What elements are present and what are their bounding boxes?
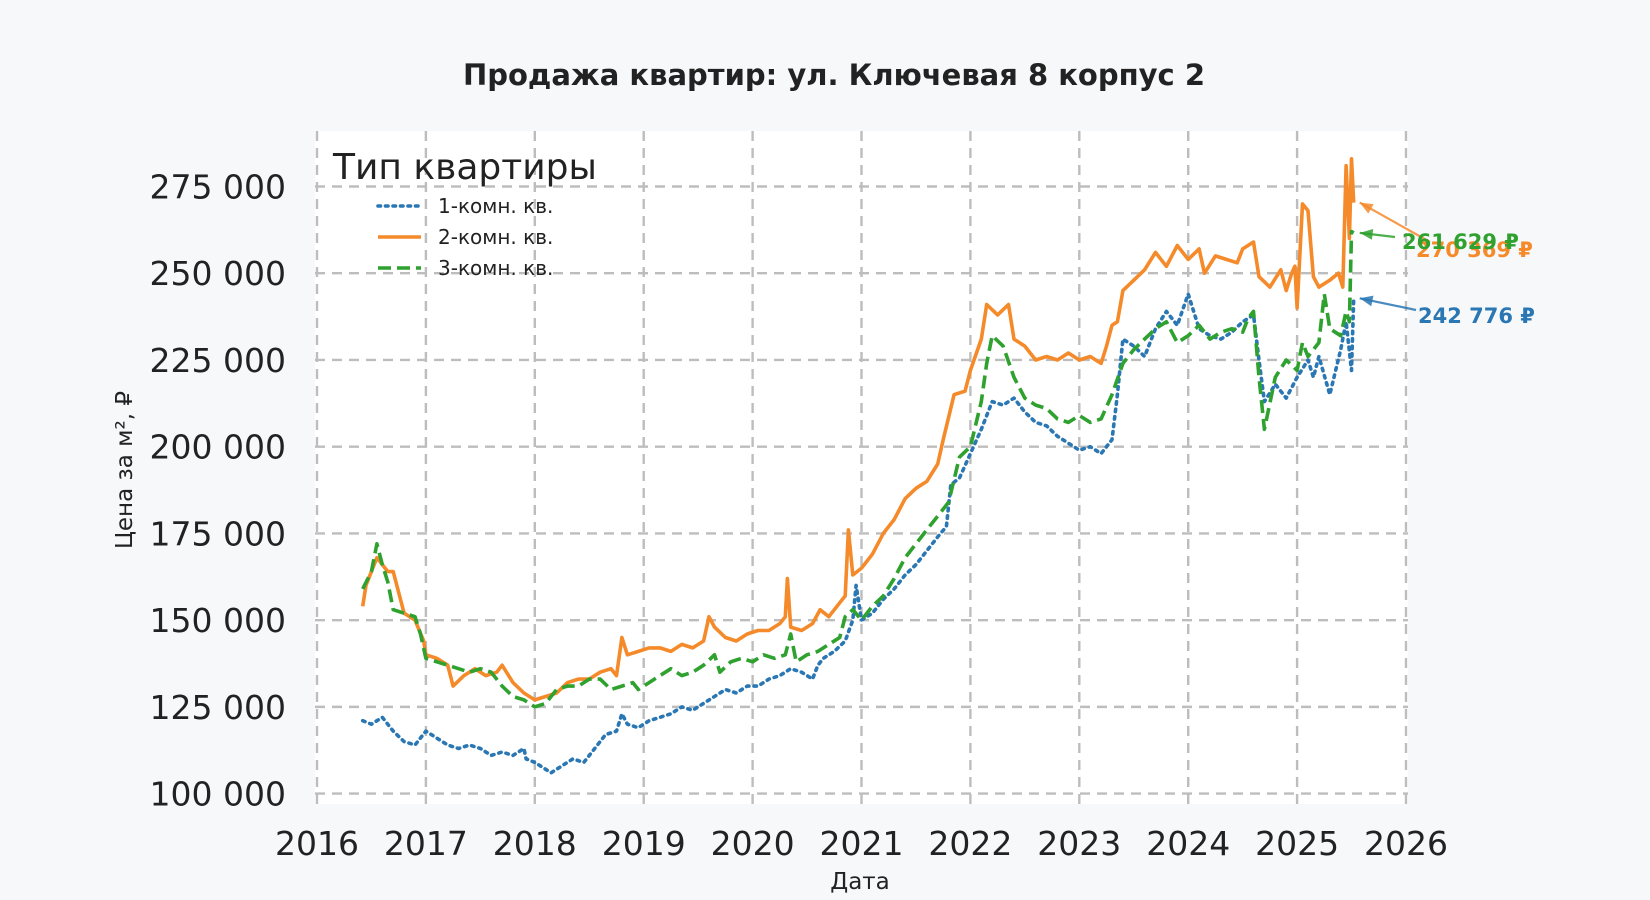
x-tick-label: 2024	[1146, 824, 1230, 863]
grid	[315, 131, 1408, 804]
legend-label-1: 1-комн. кв.	[438, 194, 553, 218]
end-arrowhead-2	[1359, 202, 1374, 214]
legend-label-3: 3-комн. кв.	[438, 256, 553, 280]
legend-title: Тип квартиры	[332, 147, 597, 188]
y-tick-label: 225 000	[150, 341, 286, 380]
x-tick-labels: 2016 2017 2018 2019 2020 2021 2022 2023 2024 2025…	[275, 824, 1448, 863]
plot-area	[315, 131, 1408, 804]
x-tick-label: 2020	[711, 824, 795, 863]
end-value-label-3: 261 629 ₽	[1402, 230, 1519, 254]
chart-title: Продажа квартир: ул. Ключевая 8 корпус 2	[463, 58, 1205, 92]
y-tick-label: 125 000	[150, 688, 286, 727]
end-arrow-2	[1359, 201, 1431, 243]
series-line-2	[360, 157, 1356, 702]
x-tick-label: 2022	[928, 824, 1012, 863]
legend: Тип квартиры 1-комн. кв. 2-комн. кв. 3-ком…	[332, 147, 597, 280]
legend-label-2: 2-комн. кв.	[438, 225, 553, 249]
x-tick-label: 2026	[1364, 824, 1448, 863]
x-tick-label: 2023	[1037, 824, 1121, 863]
y-tick-label: 200 000	[150, 428, 286, 467]
x-tick-label: 2017	[384, 824, 468, 863]
end-arrowhead-1	[1359, 295, 1374, 307]
y-tick-label: 150 000	[150, 601, 286, 640]
series-line-1	[360, 292, 1356, 775]
y-tick-labels: 100 000 125 000 150 000 175 000 200 000 225 0…	[150, 168, 286, 814]
x-tick-label: 2021	[820, 824, 904, 863]
y-tick-label: 100 000	[150, 775, 286, 814]
y-axis-label: Цена за м², ₽	[112, 391, 138, 549]
y-tick-label: 250 000	[150, 254, 286, 293]
x-tick-label: 2016	[275, 824, 359, 863]
end-value-label-2: 270 369 ₽	[1416, 238, 1533, 262]
x-tick-label: 2025	[1255, 824, 1339, 863]
y-tick-label: 275 000	[150, 168, 286, 207]
x-axis-label: Дата	[830, 869, 890, 895]
series-line-3	[361, 229, 1355, 709]
end-arrowhead-3	[1359, 228, 1374, 240]
end-labels: 270 369 ₽261 629 ₽ 242 776 ₽	[1359, 201, 1535, 328]
x-tick-label: 2018	[493, 824, 577, 863]
y-tick-label: 175 000	[150, 514, 286, 553]
series-lines	[360, 157, 1356, 775]
x-tick-label: 2019	[602, 824, 686, 863]
end-value-label-1: 242 776 ₽	[1418, 304, 1535, 328]
